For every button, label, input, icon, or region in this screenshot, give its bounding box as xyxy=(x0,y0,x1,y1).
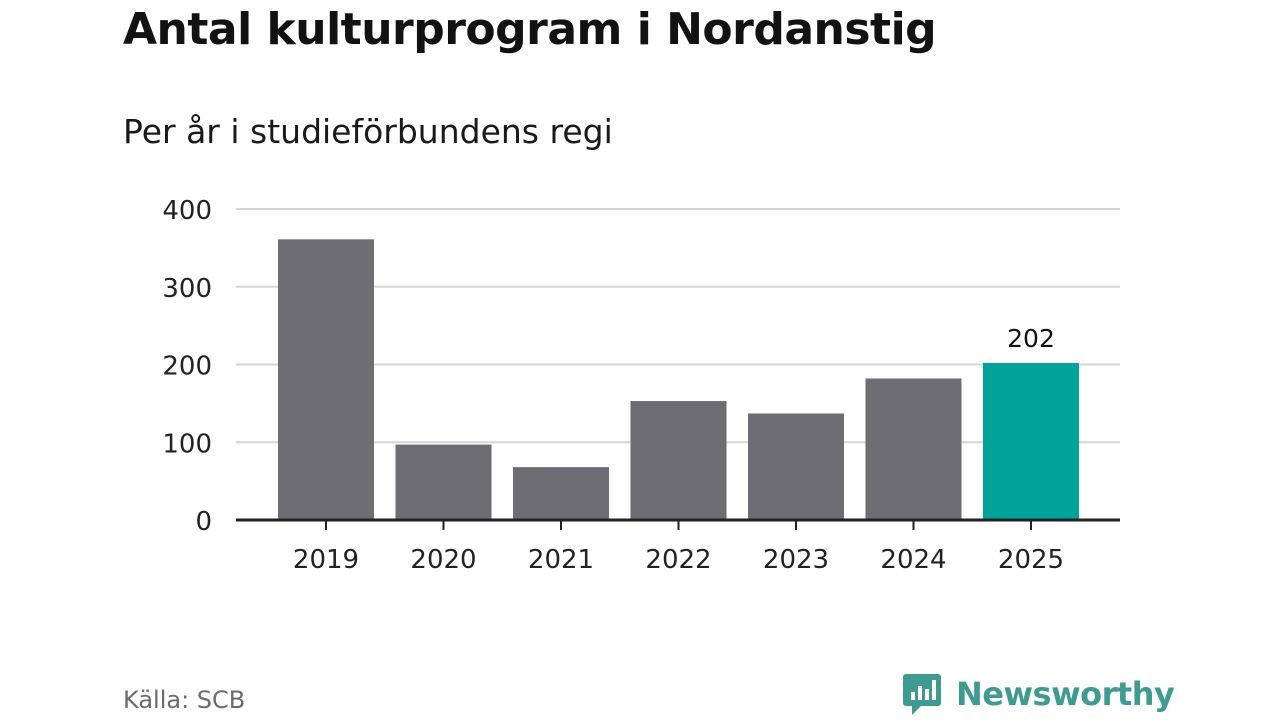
x-tick-label: 2023 xyxy=(763,545,829,575)
bar-2021 xyxy=(513,467,609,520)
brand-name: Newsworthy xyxy=(956,675,1175,713)
x-tick-label: 2024 xyxy=(880,545,946,575)
x-tick-label: 2020 xyxy=(410,545,476,575)
x-tick-label: 2019 xyxy=(293,545,359,575)
bar-2025 xyxy=(983,362,1079,520)
bar-2024 xyxy=(865,378,962,520)
y-tick-label: 0 xyxy=(195,507,212,537)
source-note: Källa: SCB xyxy=(123,686,246,714)
x-tick-label: 2025 xyxy=(998,545,1064,575)
y-tick-label: 200 xyxy=(162,352,212,382)
brand-logo: Newsworthy xyxy=(902,670,1175,718)
data-label: 202 xyxy=(1007,324,1055,353)
bar-2022 xyxy=(630,401,727,520)
bar-chart-speech-bubble-icon xyxy=(903,674,941,715)
chart-subtitle: Per år i studieförbundens regi xyxy=(123,112,613,151)
y-tick-label: 400 xyxy=(162,196,212,226)
y-tick-label: 100 xyxy=(162,429,212,459)
bar-2023 xyxy=(748,413,844,520)
x-tick-label: 2021 xyxy=(528,545,594,575)
y-tick-label: 300 xyxy=(162,274,212,304)
bar-2020 xyxy=(395,444,492,520)
bar-chart: 0 100 200 300 400 2019 2020 2021 2022 2023 2024 202… xyxy=(162,196,1120,575)
chart-title: Antal kulturprogram i Nordanstig xyxy=(123,4,937,55)
bar-2019 xyxy=(278,239,374,520)
x-tick-label: 2022 xyxy=(645,545,711,575)
